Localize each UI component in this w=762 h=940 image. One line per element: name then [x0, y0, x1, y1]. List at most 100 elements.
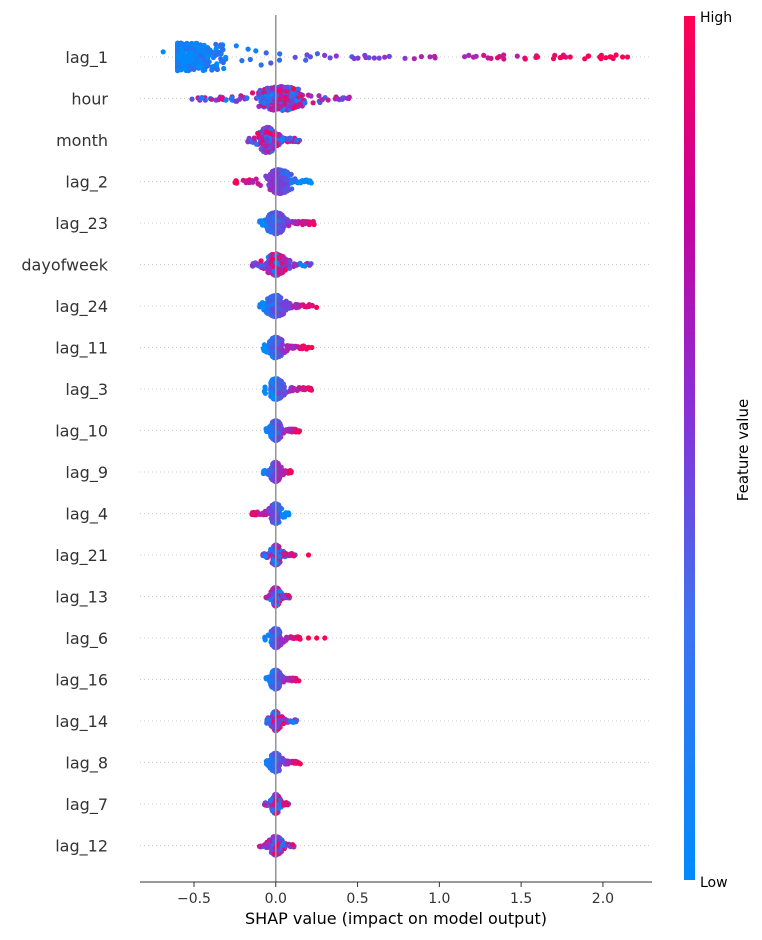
shap-point: [418, 54, 424, 60]
shap-point: [200, 67, 206, 73]
shap-point: [277, 104, 283, 110]
feature-label: lag_10: [55, 422, 108, 442]
shap-point: [283, 170, 290, 176]
shap-point: [239, 58, 245, 64]
shap-point: [286, 427, 292, 433]
shap-point: [262, 384, 268, 390]
shap-point: [217, 43, 223, 50]
shap-point: [289, 91, 296, 97]
shap-point: [243, 180, 249, 186]
shap-outlier-point: [305, 635, 312, 641]
shap-point: [295, 344, 301, 350]
shap-point: [276, 229, 282, 235]
shap-outlier-point: [567, 54, 573, 60]
shap-point: [263, 594, 269, 601]
shap-point: [296, 429, 302, 435]
shap-point: [260, 304, 266, 310]
shap-point: [339, 96, 345, 102]
shap-point: [314, 51, 320, 57]
shap-point: [266, 264, 272, 271]
shap-point: [282, 101, 288, 107]
shap-point: [253, 48, 259, 54]
shap-point: [283, 469, 289, 475]
shap-point: [382, 54, 388, 60]
shap-point: [175, 59, 181, 65]
shap-point: [307, 262, 313, 268]
shap-point: [245, 139, 251, 145]
shap-point: [276, 57, 283, 63]
shap-outlier-point: [597, 54, 603, 60]
shap-point: [283, 89, 289, 95]
shap-outlier-point: [534, 54, 541, 60]
shap-point: [300, 178, 306, 184]
shap-point: [176, 40, 183, 47]
shap-point: [263, 309, 270, 315]
shap-point: [303, 57, 309, 63]
shap-point: [197, 57, 203, 63]
shap-point: [214, 66, 220, 73]
shap-point: [244, 95, 250, 101]
shap-point: [291, 553, 297, 559]
shap-point: [462, 54, 468, 60]
shap-point: [297, 260, 303, 266]
shap-point: [292, 54, 298, 60]
shap-point: [189, 96, 195, 102]
shap-point: [310, 218, 316, 225]
shap-point: [213, 46, 219, 52]
shap-point: [293, 301, 299, 308]
shap-point: [293, 98, 299, 104]
shap-point: [335, 96, 341, 102]
shap-point: [175, 48, 181, 54]
feature-labels: lag_1hourmonthlag_2lag_23dayofweeklag_24…: [21, 48, 108, 857]
shap-point: [494, 55, 501, 61]
shap-point: [268, 126, 274, 132]
shap-point: [264, 136, 270, 142]
shap-point: [249, 90, 256, 96]
shap-point: [213, 41, 219, 47]
shap-point: [278, 175, 284, 181]
shap-point: [302, 304, 308, 310]
shap-point: [585, 53, 591, 59]
feature-label: lag_16: [55, 671, 108, 691]
shap-point: [257, 87, 263, 93]
shap-point: [286, 343, 292, 349]
shap-point: [308, 93, 314, 99]
shap-point: [281, 430, 287, 436]
shap-point: [485, 55, 491, 61]
shap-point: [269, 395, 276, 401]
shap-point: [431, 53, 438, 60]
shap-point: [247, 56, 253, 63]
shap-point: [292, 219, 298, 225]
shap-point: [613, 52, 619, 58]
shap-point: [219, 96, 225, 102]
shap-point: [233, 43, 239, 49]
feature-label: lag_9: [65, 463, 108, 483]
shap-point: [260, 96, 266, 102]
shap-point: [187, 67, 193, 73]
shap-point: [310, 100, 316, 106]
shap-point: [258, 218, 264, 224]
shap-point: [263, 129, 269, 135]
shap-point: [197, 52, 203, 58]
shap-point: [276, 297, 282, 303]
shap-point: [302, 262, 308, 268]
feature-label: month: [56, 131, 108, 150]
shap-point: [279, 341, 285, 347]
shap-point: [261, 100, 267, 106]
shap-point: [287, 265, 293, 271]
shap-outlier-point: [309, 344, 315, 351]
shap-point: [277, 588, 283, 595]
shap-point: [278, 92, 284, 99]
shap-point: [270, 473, 276, 479]
shap-point: [210, 54, 216, 61]
shap-point: [582, 56, 588, 62]
shap-point: [204, 62, 210, 68]
shap-point: [300, 386, 306, 393]
shap-point: [402, 55, 408, 61]
shap-point: [245, 46, 251, 52]
shap-point: [284, 635, 290, 642]
shap-point: [308, 387, 315, 393]
feature-label: lag_1: [65, 48, 108, 68]
feature-label: lag_3: [65, 380, 108, 400]
